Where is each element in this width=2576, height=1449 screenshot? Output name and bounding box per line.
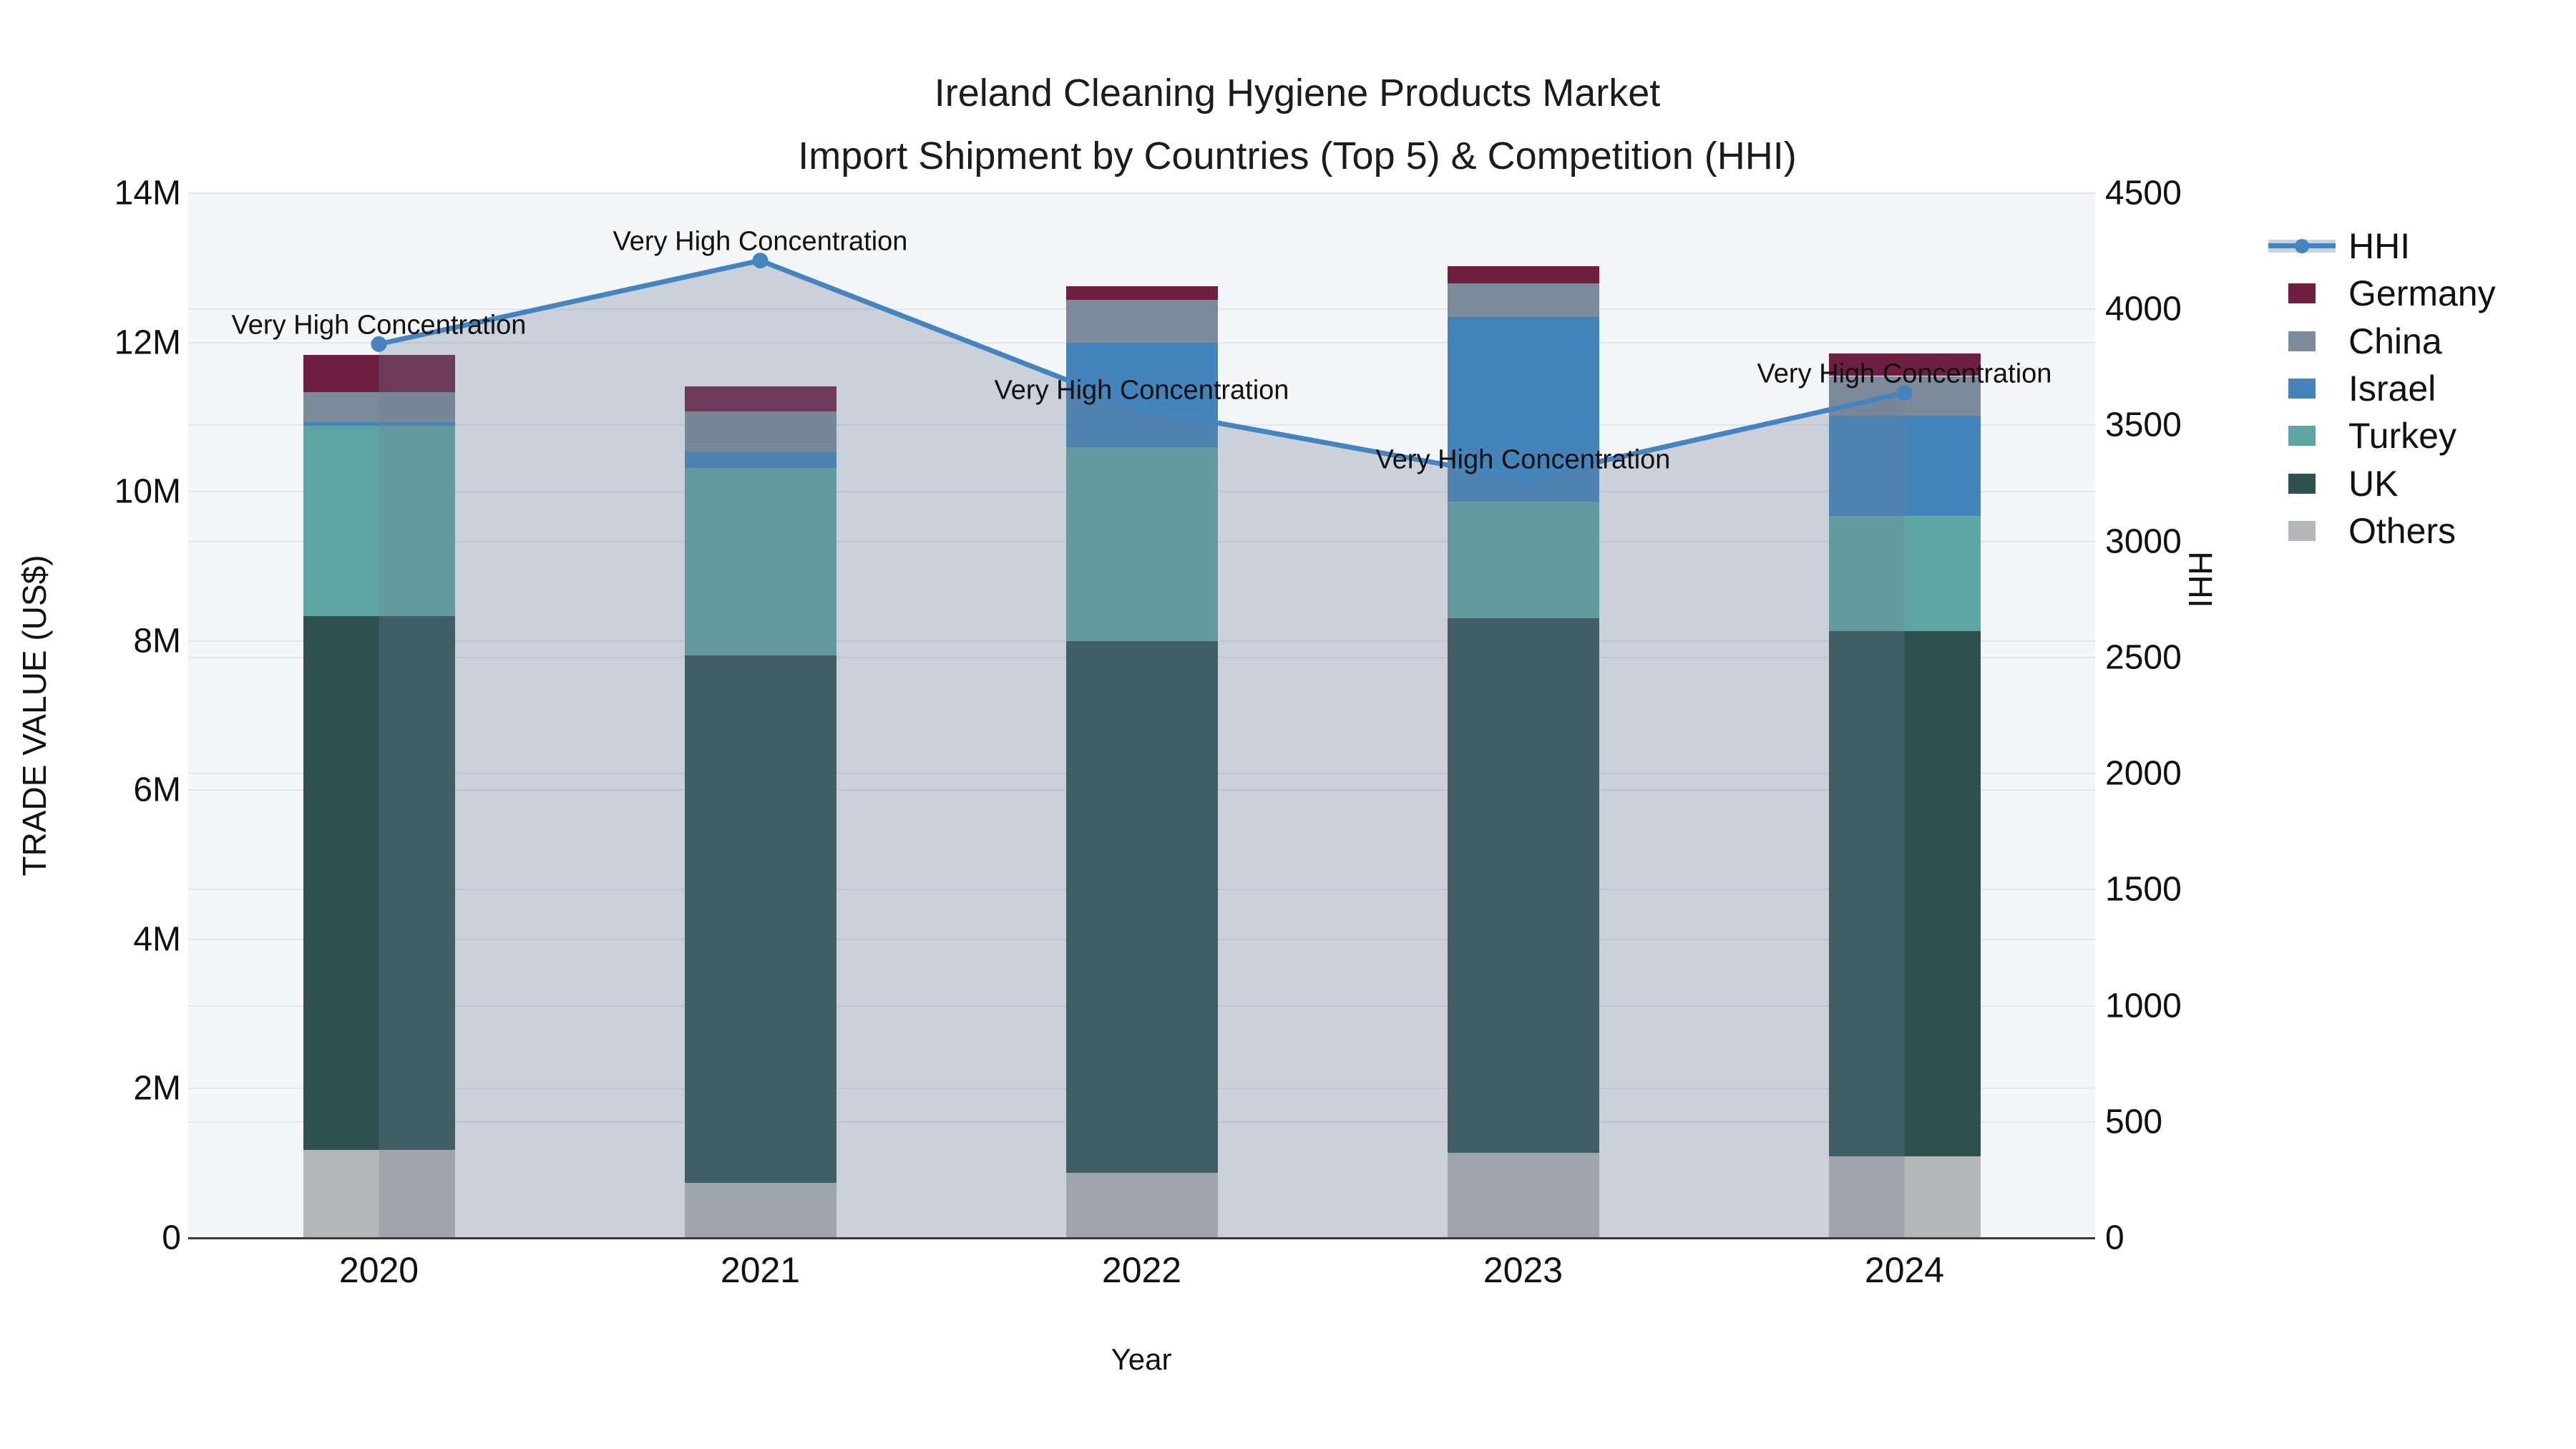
legend-line-swatch: [2268, 235, 2336, 257]
y-left-tick-10M: 10M: [114, 472, 181, 511]
bar-segment-2023-china[interactable]: [1447, 283, 1599, 318]
y-right-tick-2000: 2000: [2105, 754, 2182, 793]
swatch-turkey: [2288, 426, 2316, 447]
y-right-tick-3500: 3500: [2105, 406, 2182, 444]
bar-segment-2024-uk[interactable]: [1828, 631, 1981, 1157]
legend-item-hhi[interactable]: HHI: [2268, 221, 2410, 271]
bar-segment-2023-turkey[interactable]: [1447, 501, 1599, 619]
bar-segment-2022-germany[interactable]: [1065, 286, 1218, 301]
legend-item-uk[interactable]: UK: [2268, 459, 2398, 509]
swatch-others: [2288, 520, 2316, 541]
x-axis-line: [188, 1237, 2095, 1239]
y-left-tick-14M: 14M: [114, 174, 181, 213]
gridline-right-4500: [188, 192, 2095, 194]
y-left-tick-0: 0: [162, 1219, 181, 1257]
bar-segment-2022-uk[interactable]: [1065, 640, 1218, 1174]
bar-segment-2024-turkey[interactable]: [1828, 515, 1981, 632]
bar-segment-2020-others[interactable]: [303, 1149, 455, 1238]
legend-label-others: Others: [2348, 510, 2457, 551]
legend-color-swatch-others: [2268, 520, 2336, 542]
legend-color-swatch-israel: [2268, 378, 2336, 399]
y-left-tick-4M: 4M: [133, 920, 181, 959]
y-right-tick-1500: 1500: [2105, 870, 2182, 909]
x-tick-2020: 2020: [338, 1250, 419, 1290]
bar-segment-2022-turkey[interactable]: [1065, 447, 1218, 641]
legend-color-swatch-china: [2268, 331, 2336, 352]
bar-segment-2024-israel[interactable]: [1828, 415, 1981, 516]
bar-segment-2021-uk[interactable]: [684, 655, 836, 1183]
bar-segment-2022-others[interactable]: [1065, 1173, 1218, 1238]
y-left-tick-6M: 6M: [133, 771, 181, 809]
y-axis-title-right: HHI: [2182, 551, 2219, 608]
y-left-tick-12M: 12M: [114, 323, 181, 362]
y-right-tick-0: 0: [2105, 1219, 2124, 1257]
plot-area[interactable]: Very High Concentration Very High Concent…: [188, 192, 2095, 1238]
bar-segment-2021-china[interactable]: [684, 411, 836, 452]
bar-segment-2021-turkey[interactable]: [684, 467, 836, 655]
hhi-marker-swatch: [2295, 239, 2309, 253]
y-right-tick-2500: 2500: [2105, 638, 2182, 677]
y-left-tick-2M: 2M: [133, 1069, 181, 1108]
chart-subtitle: Import Shipment by Countries (Top 5) & C…: [798, 135, 1797, 177]
legend-color-swatch-germany: [2268, 283, 2336, 304]
y-right-tick-4000: 4000: [2105, 290, 2182, 328]
x-tick-2022: 2022: [1101, 1250, 1182, 1290]
legend-label-germany: Germany: [2348, 273, 2496, 314]
legend-item-germany[interactable]: Germany: [2268, 268, 2496, 318]
bar-segment-2023-germany[interactable]: [1447, 266, 1599, 284]
bar-segment-2021-germany[interactable]: [684, 386, 836, 411]
legend-item-others[interactable]: Others: [2268, 506, 2456, 556]
annotation-2021: Very High Concentration: [613, 226, 908, 257]
x-tick-2021: 2021: [720, 1250, 801, 1290]
legend-label-israel: Israel: [2348, 368, 2436, 409]
x-axis-title: Year: [1111, 1342, 1172, 1376]
bar-segment-2024-others[interactable]: [1828, 1156, 1981, 1238]
bar-segment-2020-turkey[interactable]: [303, 426, 455, 617]
bar-segment-2023-others[interactable]: [1447, 1153, 1599, 1238]
y-right-tick-500: 500: [2105, 1103, 2163, 1141]
annotation-2023: Very High Concentration: [1375, 444, 1671, 475]
y-axis-title-left: TRADE VALUE (US$): [16, 555, 53, 877]
bar-segment-2020-germany[interactable]: [303, 355, 455, 393]
swatch-uk: [2288, 473, 2316, 494]
legend-item-turkey[interactable]: Turkey: [2268, 411, 2457, 461]
swatch-israel: [2288, 378, 2316, 399]
bar-segment-2021-israel[interactable]: [684, 451, 836, 468]
bar-segment-2020-china[interactable]: [303, 392, 455, 423]
y-right-tick-4500: 4500: [2105, 174, 2182, 213]
y-right-tick-3000: 3000: [2105, 522, 2182, 561]
annotation-2024: Very High Concentration: [1757, 358, 2052, 389]
y-left-tick-8M: 8M: [133, 622, 181, 660]
legend-color-swatch-uk: [2268, 473, 2336, 494]
legend-item-china[interactable]: China: [2268, 316, 2442, 366]
bar-segment-2022-china[interactable]: [1065, 300, 1218, 343]
x-tick-2023: 2023: [1483, 1250, 1563, 1290]
bar-segment-2020-uk[interactable]: [303, 616, 455, 1150]
legend-item-israel[interactable]: Israel: [2268, 364, 2436, 414]
bar-segment-2020-israel[interactable]: [303, 422, 455, 426]
swatch-china: [2288, 331, 2316, 351]
chart-title: Ireland Cleaning Hygiene Products Market: [934, 72, 1661, 114]
legend-label-uk: UK: [2348, 463, 2399, 504]
annotation-2020: Very High Concentration: [231, 310, 527, 341]
y-right-tick-1000: 1000: [2105, 987, 2182, 1025]
bar-segment-2023-uk[interactable]: [1447, 618, 1599, 1153]
bar-segment-2021-others[interactable]: [684, 1182, 836, 1238]
swatch-germany: [2288, 283, 2316, 304]
annotation-2022: Very High Concentration: [994, 375, 1289, 406]
legend-label-china: China: [2348, 321, 2442, 361]
legend-color-swatch-turkey: [2268, 425, 2336, 447]
legend-label-hhi: HHI: [2348, 226, 2411, 266]
x-tick-2024: 2024: [1864, 1250, 1945, 1290]
legend-label-turkey: Turkey: [2348, 416, 2457, 457]
